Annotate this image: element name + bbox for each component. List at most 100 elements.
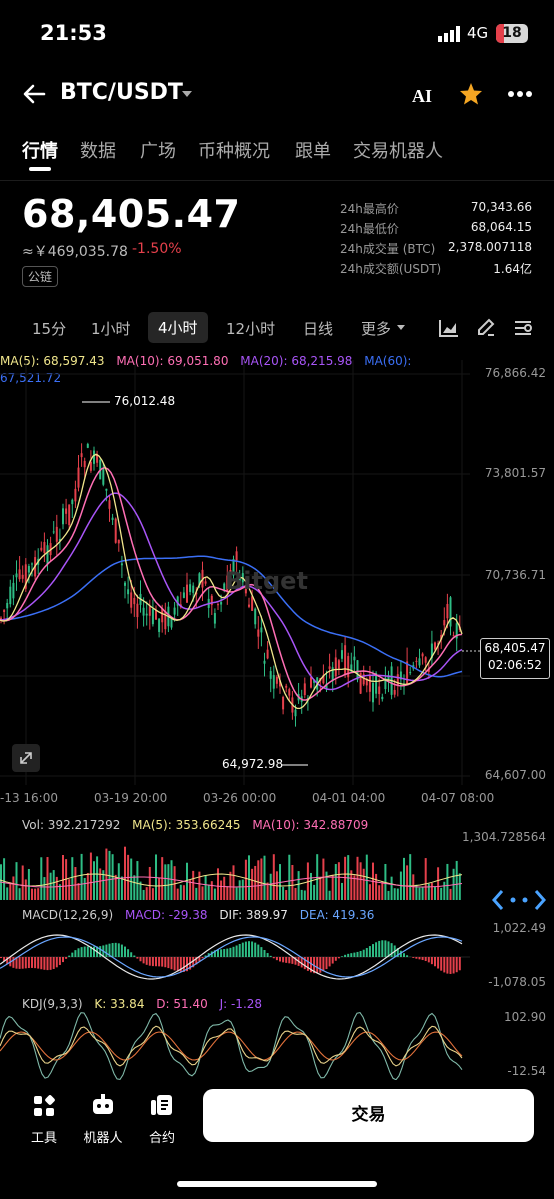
candle-body: [65, 508, 68, 514]
candle-body: [192, 585, 195, 593]
interval-12h[interactable]: 12小时: [226, 320, 276, 338]
candle-body: [133, 597, 136, 605]
star-icon[interactable]: [459, 82, 483, 106]
trade-button[interactable]: 交易: [203, 1089, 534, 1142]
macd-histogram-bar: [34, 957, 37, 969]
macd-histogram-bar: [198, 957, 201, 962]
volume-bar: [120, 876, 123, 900]
candle-body: [111, 517, 114, 520]
pair-title[interactable]: BTC/USDT: [60, 80, 183, 105]
volume-bar: [266, 882, 269, 900]
macd-histogram-bar: [387, 941, 390, 957]
price-change: -1.50%: [132, 241, 182, 257]
draw-tool-icon[interactable]: [476, 318, 496, 338]
volume-bar: [297, 871, 300, 900]
volume-bar: [362, 868, 365, 900]
kdj-title: KDJ(9,3,3): [22, 997, 83, 1011]
candle-body: [368, 675, 371, 692]
volume-bar: [381, 882, 384, 900]
macd-histogram-bar: [443, 957, 446, 973]
macd-histogram-bar: [399, 950, 402, 957]
tab-coin-overview[interactable]: 币种概况: [198, 141, 270, 162]
ai-button[interactable]: AI: [412, 86, 433, 106]
volume-bar: [409, 854, 412, 900]
tab-square[interactable]: 广场: [140, 141, 176, 162]
macd-histogram-bar: [151, 957, 154, 967]
tab-market[interactable]: 行情: [22, 141, 58, 162]
volume-bar: [80, 853, 83, 900]
interval-1h[interactable]: 1小时: [91, 320, 131, 338]
chart-type-icon[interactable]: [439, 319, 459, 337]
macd-histogram-bar: [80, 947, 83, 957]
volume-bar: [83, 877, 86, 900]
chevron-down-icon[interactable]: [397, 325, 405, 331]
tab-data[interactable]: 数据: [80, 141, 116, 162]
time-axis-label: 04-01 04:00: [312, 791, 386, 805]
tab-trading-bot[interactable]: 交易机器人: [353, 141, 443, 162]
macd-histogram-bar: [127, 949, 130, 957]
volume-bar: [217, 868, 219, 900]
stat-label-low: 24h最低价: [340, 222, 399, 236]
macd-histogram-bar: [3, 957, 6, 962]
macd-histogram-bar: [272, 957, 275, 959]
interval-15m[interactable]: 15分: [32, 320, 67, 338]
volume-bar: [235, 887, 238, 900]
nav-tools-label[interactable]: 工具: [30, 1131, 57, 1146]
scroll-to-latest-icon[interactable]: [492, 888, 546, 912]
stat-value-turnover: 1.64亿: [493, 262, 532, 276]
macd-dif: DIF: 389.97: [219, 908, 288, 922]
fullscreen-button[interactable]: [12, 744, 40, 772]
volume-legend: Vol: 392.217292 MA(5): 353.66245 MA(10):…: [22, 818, 368, 832]
indicator-settings-icon[interactable]: [513, 319, 533, 337]
contract-icon[interactable]: [150, 1094, 174, 1116]
volume-bar: [124, 846, 126, 900]
nav-contract-label[interactable]: 合约: [148, 1131, 175, 1146]
volume-bar: [62, 855, 64, 900]
macd-histogram-bar: [446, 957, 449, 974]
time-axis-label: 04-07 08:00: [421, 791, 495, 805]
candle-body: [217, 604, 219, 606]
macd-histogram-bar: [424, 957, 427, 962]
more-dots-icon[interactable]: [508, 90, 532, 98]
volume-bar: [93, 861, 95, 900]
volume-bar: [52, 870, 55, 900]
nav-robot-label[interactable]: 机器人: [83, 1131, 123, 1146]
volume-bar: [114, 874, 117, 900]
robot-icon[interactable]: [91, 1094, 115, 1116]
high-label: 76,012.48: [114, 394, 176, 408]
candle-body: [409, 672, 412, 674]
volume-bar: [77, 883, 80, 900]
volume-bar: [248, 855, 250, 900]
chain-tag[interactable]: 公链: [22, 266, 59, 287]
candle-body: [282, 696, 285, 710]
candle-body: [396, 674, 399, 685]
volume-chart: [0, 846, 463, 900]
volume-bar: [288, 854, 291, 900]
chevron-down-icon[interactable]: [181, 90, 193, 98]
candle-body: [46, 545, 49, 565]
volume-bar: [238, 880, 241, 900]
macd-histogram-bar: [437, 957, 440, 969]
candle-body: [266, 649, 269, 659]
tab-copy-trade[interactable]: 跟单: [295, 141, 331, 162]
candle-body: [9, 586, 12, 605]
interval-more[interactable]: 更多: [361, 320, 392, 338]
macd-histogram-bar: [300, 957, 303, 968]
macd-histogram-bar: [306, 957, 309, 971]
volume-bar: [406, 865, 409, 900]
tools-icon[interactable]: [33, 1095, 55, 1117]
back-arrow-icon[interactable]: [22, 83, 46, 105]
macd-histogram-bar: [334, 957, 337, 961]
volume-bar: [210, 881, 213, 900]
interval-4h[interactable]: 4小时: [148, 312, 208, 343]
candlestick-chart[interactable]: [0, 360, 554, 810]
macd-histogram-bar: [319, 957, 322, 973]
candle-body: [415, 660, 418, 662]
candle-body: [232, 559, 235, 576]
macd-histogram-bar: [430, 957, 433, 965]
macd-histogram-bar: [359, 951, 362, 957]
volume-bar: [74, 867, 77, 900]
interval-1d[interactable]: 日线: [303, 320, 334, 338]
candle-body: [43, 542, 46, 553]
macd-histogram-bar: [31, 957, 33, 968]
